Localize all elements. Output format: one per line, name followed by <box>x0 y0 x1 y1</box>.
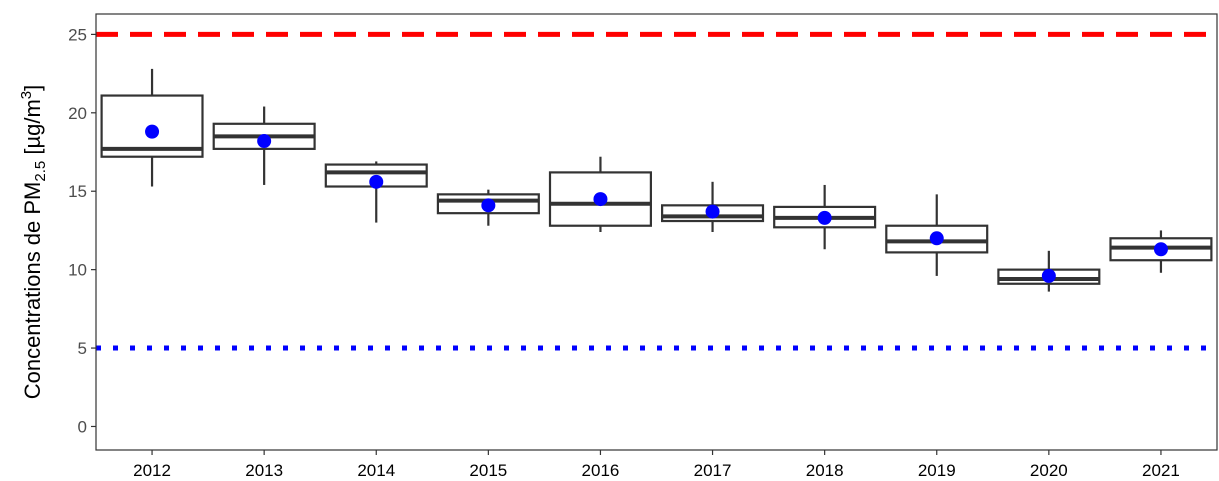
y-tick-label-20: 20 <box>68 104 87 123</box>
mean-point-2019 <box>929 231 944 246</box>
x-tick-label-2020: 2020 <box>1030 461 1068 480</box>
panel-border <box>95 13 1218 451</box>
y-tick-label-5: 5 <box>78 339 87 358</box>
mean-point-2013 <box>257 134 272 149</box>
y-tick-label-15: 15 <box>68 182 87 201</box>
y-axis-title-superscript: 3 <box>18 91 35 99</box>
x-tick-label-2016: 2016 <box>582 461 620 480</box>
y-axis-title: Concentrations de PM2.5 [µg/m3] <box>18 85 49 400</box>
x-tick-label-2019: 2019 <box>918 461 956 480</box>
mean-point-2012 <box>145 124 160 139</box>
mean-point-2017 <box>705 204 720 219</box>
y-tick-label-25: 25 <box>68 25 87 44</box>
x-tick-label-2021: 2021 <box>1142 461 1180 480</box>
x-tick-label-2017: 2017 <box>694 461 732 480</box>
y-tick-label-10: 10 <box>68 261 87 280</box>
mean-point-2016 <box>593 192 608 207</box>
mean-point-2014 <box>369 174 384 189</box>
x-tick-label-2012: 2012 <box>133 461 171 480</box>
mean-point-2018 <box>817 210 832 225</box>
mean-point-2015 <box>481 198 496 213</box>
x-axis: 2012 2013 2014 2015 2016 2017 2018 2019 2020 2021 <box>133 450 1180 480</box>
y-axis-title-prefix: Concentrations de PM <box>20 182 45 400</box>
x-tick-label-2014: 2014 <box>357 461 395 480</box>
y-axis: 0 5 10 15 20 25 <box>68 25 96 436</box>
plot-area <box>96 31 1217 351</box>
y-axis-title-unit-close: ] <box>20 85 45 91</box>
x-tick-label-2018: 2018 <box>806 461 844 480</box>
y-axis-title-unit-open: [µg/m <box>20 99 45 161</box>
x-tick-label-2013: 2013 <box>245 461 283 480</box>
y-axis-title-subscript: 2.5 <box>32 161 49 182</box>
y-tick-label-0: 0 <box>78 417 87 436</box>
x-tick-label-2015: 2015 <box>469 461 507 480</box>
mean-point-2020 <box>1041 268 1056 283</box>
mean-point-2021 <box>1153 242 1168 257</box>
